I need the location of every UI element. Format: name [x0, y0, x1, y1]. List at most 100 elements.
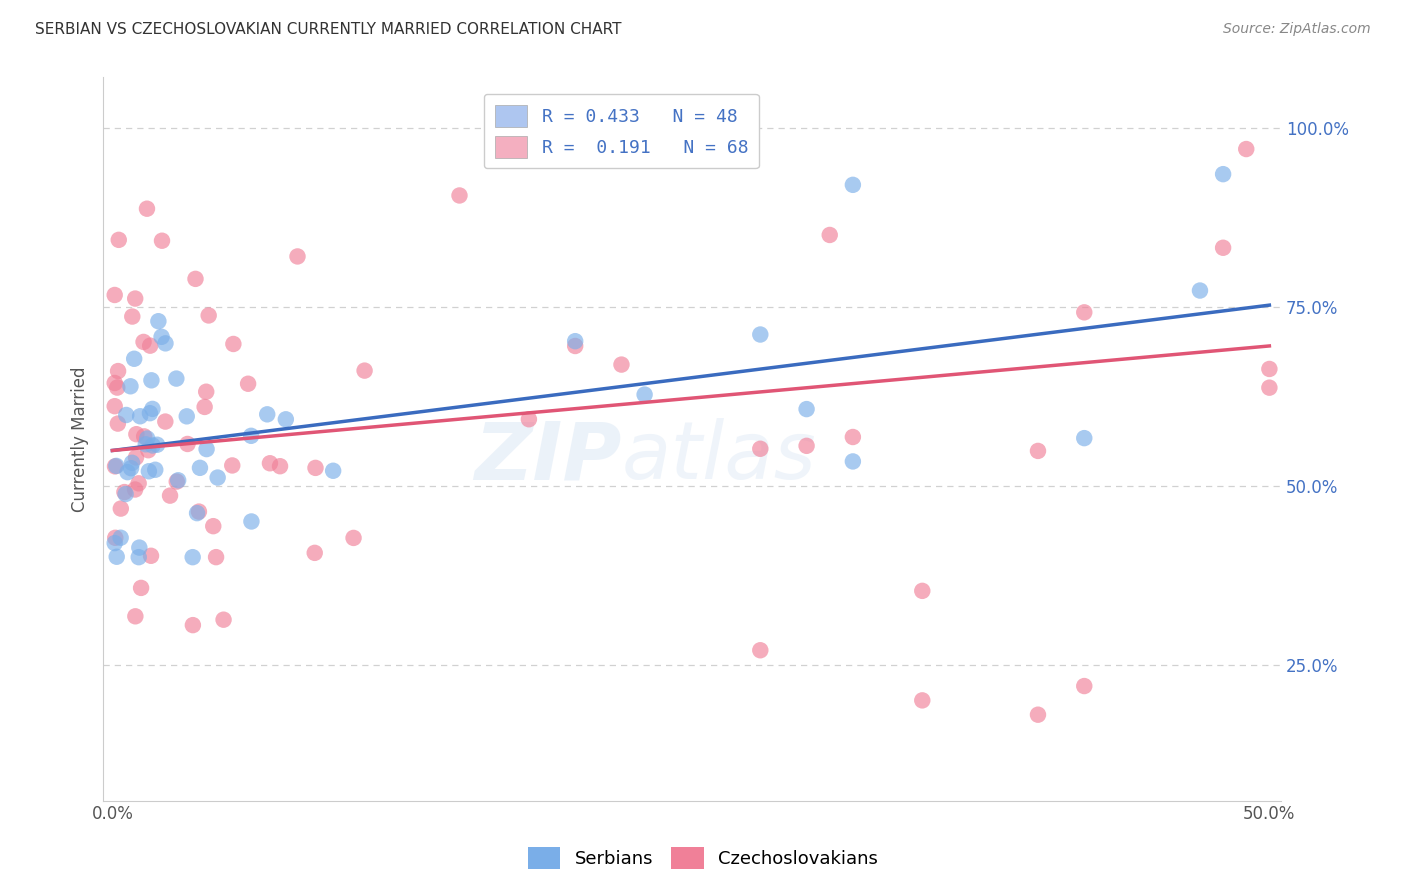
Point — [105, 549, 128, 564]
Point — [139, 549, 162, 563]
Point — [240, 429, 263, 443]
Point — [1073, 679, 1095, 693]
Point — [911, 693, 934, 707]
Point — [105, 458, 128, 473]
Text: SERBIAN VS CZECHOSLOVAKIAN CURRENTLY MARRIED CORRELATION CHART: SERBIAN VS CZECHOSLOVAKIAN CURRENTLY MAR… — [35, 22, 621, 37]
Point — [184, 272, 207, 286]
Point — [564, 334, 586, 348]
Point — [112, 485, 135, 500]
Point — [107, 417, 129, 431]
Point — [353, 363, 375, 377]
Point — [150, 330, 173, 344]
Point — [749, 442, 772, 456]
Point — [796, 439, 818, 453]
Point — [120, 461, 142, 475]
Point — [128, 541, 150, 555]
Point — [187, 505, 209, 519]
Point — [287, 249, 309, 263]
Point — [139, 339, 162, 353]
Point — [1073, 305, 1095, 319]
Point — [176, 437, 198, 451]
Point — [159, 489, 181, 503]
Point — [517, 412, 540, 426]
Point — [221, 458, 243, 473]
Point — [274, 412, 297, 426]
Point — [202, 519, 225, 533]
Point — [125, 450, 148, 465]
Point — [842, 454, 865, 468]
Point — [188, 460, 211, 475]
Point — [104, 536, 127, 550]
Point — [1026, 707, 1049, 722]
Point — [166, 475, 188, 489]
Point — [128, 476, 150, 491]
Point — [842, 178, 865, 192]
Point — [107, 364, 129, 378]
Point — [104, 376, 127, 390]
Point — [155, 336, 177, 351]
Point — [322, 464, 344, 478]
Point — [139, 406, 162, 420]
Point — [259, 456, 281, 470]
Point — [121, 310, 143, 324]
Text: ZIP: ZIP — [474, 418, 621, 496]
Point — [135, 437, 157, 451]
Point — [1212, 167, 1234, 181]
Point — [186, 506, 208, 520]
Point — [205, 550, 228, 565]
Point — [207, 470, 229, 484]
Point — [142, 438, 165, 452]
Point — [120, 379, 142, 393]
Point — [121, 456, 143, 470]
Point — [117, 465, 139, 479]
Point — [141, 373, 163, 387]
Point — [136, 443, 159, 458]
Point — [146, 438, 169, 452]
Point — [134, 429, 156, 443]
Point — [342, 531, 364, 545]
Point — [181, 550, 204, 565]
Point — [749, 327, 772, 342]
Point — [1212, 241, 1234, 255]
Point — [132, 334, 155, 349]
Point — [304, 546, 326, 560]
Text: Source: ZipAtlas.com: Source: ZipAtlas.com — [1223, 22, 1371, 37]
Point — [1026, 444, 1049, 458]
Point — [125, 427, 148, 442]
Point — [104, 288, 127, 302]
Point — [167, 473, 190, 487]
Point — [749, 643, 772, 657]
Point — [1258, 381, 1281, 395]
Point — [269, 459, 291, 474]
Point — [194, 400, 217, 414]
Point — [124, 483, 146, 497]
Point — [143, 463, 166, 477]
Point — [165, 371, 187, 385]
Point — [181, 618, 204, 632]
Point — [1234, 142, 1257, 156]
Point — [240, 515, 263, 529]
Point — [124, 292, 146, 306]
Point — [610, 358, 633, 372]
Point — [195, 442, 218, 456]
Point — [796, 402, 818, 417]
Point — [105, 381, 128, 395]
Point — [155, 415, 177, 429]
Point — [114, 487, 136, 501]
Point — [236, 376, 259, 391]
Point — [449, 188, 471, 202]
Point — [138, 464, 160, 478]
Point — [818, 227, 841, 242]
Point — [256, 407, 278, 421]
Point — [564, 339, 586, 353]
Y-axis label: Currently Married: Currently Married — [72, 367, 89, 512]
Point — [110, 531, 132, 545]
Point — [1258, 362, 1281, 376]
Point — [115, 408, 138, 422]
Point — [1188, 284, 1211, 298]
Point — [104, 459, 127, 474]
Point — [104, 531, 127, 545]
Point — [842, 430, 865, 444]
Text: atlas: atlas — [621, 418, 815, 496]
Point — [150, 234, 173, 248]
